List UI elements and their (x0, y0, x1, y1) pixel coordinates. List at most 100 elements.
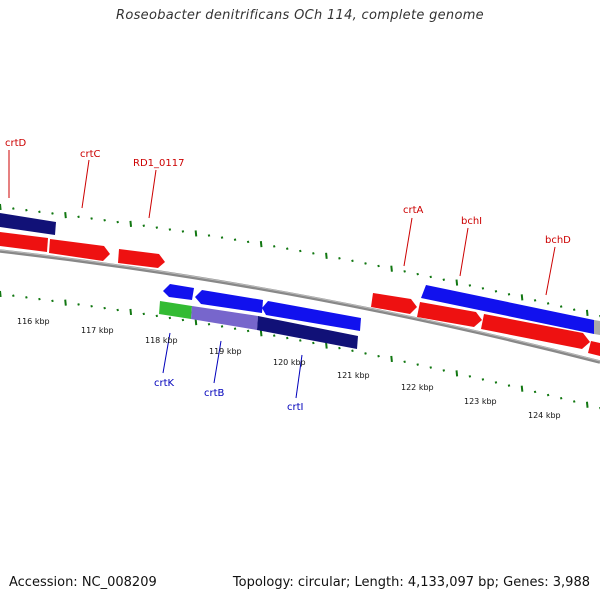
minor-tick (285, 336, 289, 340)
minor-tick (12, 207, 15, 210)
accession-text: Accession: NC_008209 (9, 575, 157, 590)
minor-tick (572, 308, 576, 311)
major-tick (325, 342, 328, 349)
minor-tick (312, 252, 315, 255)
gene-blue-small[interactable] (163, 284, 194, 300)
minor-tick (168, 316, 172, 320)
gene-crtC[interactable] (49, 239, 110, 261)
minor-tick (559, 305, 563, 308)
minor-tick (155, 226, 159, 229)
minor-tick (168, 228, 172, 231)
gene-blue-long[interactable] (262, 301, 361, 331)
gene-bchI[interactable] (481, 314, 590, 349)
minor-tick (429, 366, 432, 369)
minor-tick (403, 270, 406, 273)
major-tick (455, 370, 459, 377)
scale-124: 124 kbp (528, 411, 561, 420)
gene-crtC-part1[interactable] (0, 232, 48, 252)
minor-tick (364, 352, 367, 355)
minor-tick (246, 329, 250, 333)
scale-117: 117 kbp (81, 326, 114, 335)
minor-tick (416, 272, 419, 276)
minor-tick (90, 217, 93, 220)
scale-116: 116 kbp (17, 317, 50, 326)
gene-red-mid[interactable] (371, 293, 417, 314)
genome-backbone (0, 249, 600, 364)
label-crtI: crtI (287, 402, 303, 413)
major-tick (325, 252, 328, 259)
minor-tick (481, 287, 485, 290)
label-crtB: crtB (204, 388, 225, 399)
minor-tick (103, 218, 106, 222)
lower-gene-track (159, 284, 361, 349)
label-crtD: crtD (5, 138, 27, 149)
minor-tick (546, 302, 550, 305)
minor-tick (338, 257, 341, 260)
major-tick (129, 308, 133, 316)
minor-tick (507, 384, 511, 387)
minor-tick (299, 249, 302, 253)
gene-bchD[interactable] (421, 285, 594, 334)
gene-crtA[interactable] (417, 302, 482, 327)
minor-tick (181, 230, 185, 233)
gene-grey-end[interactable] (594, 320, 600, 335)
minor-tick (25, 208, 28, 212)
gene-RD1_0117[interactable] (118, 249, 165, 268)
genome-backbone-highlight (0, 249, 600, 362)
gene-bchD-part[interactable] (588, 341, 600, 356)
major-tick (0, 203, 2, 211)
minor-tick (546, 393, 550, 397)
minor-tick (12, 294, 15, 297)
minor-tick (533, 299, 537, 302)
minor-tick (468, 284, 472, 287)
minor-tick (233, 327, 237, 330)
minor-tick (507, 293, 511, 296)
minor-tick (207, 322, 211, 326)
upper-strand-ticks (0, 203, 600, 318)
minor-tick (116, 308, 119, 312)
major-tick (390, 265, 393, 272)
major-tick (585, 401, 589, 408)
minor-tick (403, 360, 406, 364)
scale-118: 118 kbp (145, 336, 178, 345)
major-tick (129, 220, 133, 227)
minor-tick (377, 354, 380, 358)
minor-tick (351, 259, 354, 263)
minor-tick (116, 220, 119, 224)
minor-tick (481, 378, 485, 381)
minor-tick (90, 304, 93, 308)
minor-tick (416, 363, 419, 366)
minor-tick (559, 396, 563, 400)
label-bchI: bchI (461, 216, 482, 227)
minor-tick (429, 275, 432, 279)
minor-tick (299, 339, 302, 342)
gene-crtD[interactable] (0, 213, 56, 235)
minor-tick (272, 245, 276, 248)
gene-blue-mid[interactable] (195, 290, 263, 313)
scale-119: 119 kbp (209, 347, 242, 356)
minor-tick (181, 318, 185, 322)
major-tick (259, 330, 263, 337)
minor-tick (312, 341, 315, 345)
genome-title: Roseobacter denitrificans OCh 114, compl… (116, 8, 484, 23)
upper-gene-track (0, 213, 600, 356)
minor-tick (220, 236, 224, 239)
scale-120: 120 kbp (273, 358, 306, 367)
gene-crtI[interactable] (257, 316, 358, 349)
scale-122: 122 kbp (401, 383, 434, 392)
scale-121: 121 kbp (337, 371, 370, 380)
minor-tick (51, 212, 54, 215)
major-tick (520, 294, 524, 301)
minor-tick (442, 278, 446, 281)
minor-tick (351, 349, 354, 353)
minor-tick (220, 325, 224, 328)
minor-tick (77, 215, 80, 219)
gene-crtB[interactable] (191, 306, 258, 330)
minor-tick (494, 381, 498, 384)
label-bchD: bchD (545, 235, 571, 246)
minor-tick (494, 290, 498, 293)
minor-tick (38, 297, 41, 301)
gene-crtK[interactable] (159, 301, 192, 319)
major-tick (64, 299, 67, 306)
